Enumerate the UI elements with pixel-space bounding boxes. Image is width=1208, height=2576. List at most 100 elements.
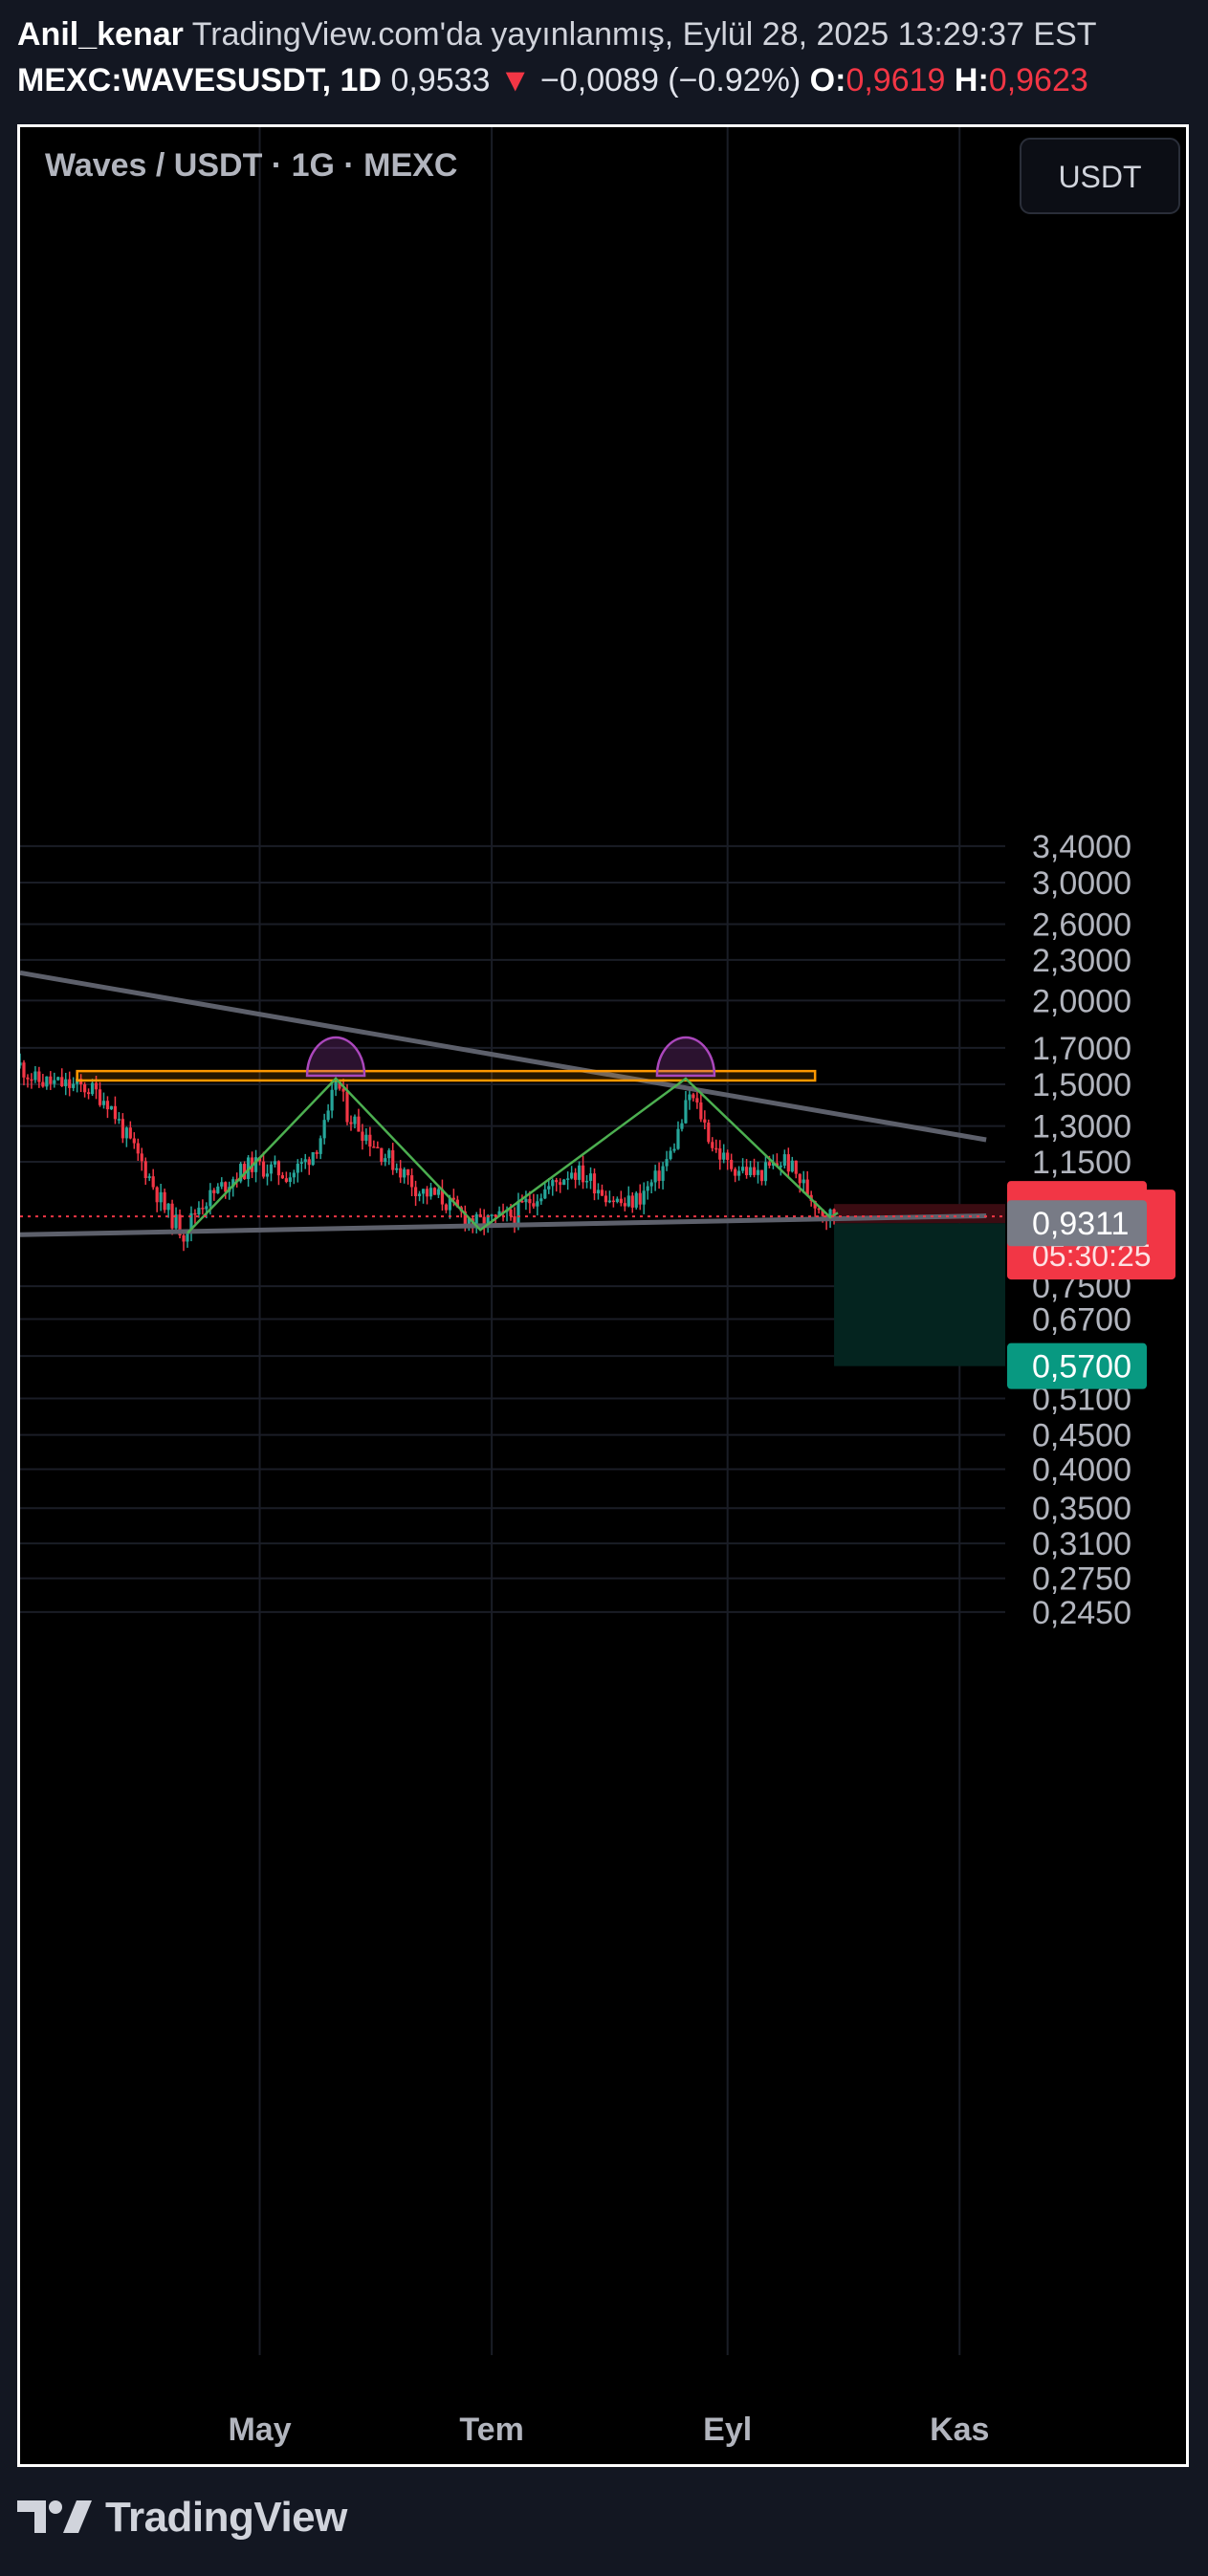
- candle-body: [364, 1134, 368, 1142]
- candle-body: [790, 1160, 794, 1172]
- candle-body: [539, 1198, 543, 1202]
- candle-body: [113, 1105, 118, 1120]
- ascending-support-trendline: [20, 1213, 987, 1237]
- currency-button[interactable]: USDT: [1020, 138, 1180, 214]
- candle-body: [703, 1119, 707, 1124]
- candle-body: [303, 1159, 307, 1163]
- candle-body: [189, 1212, 193, 1233]
- candle-body: [653, 1170, 657, 1183]
- y-axis-tick-label: 1,3000: [1032, 1109, 1131, 1146]
- candle-body: [410, 1175, 414, 1188]
- candle-body: [646, 1186, 649, 1191]
- tradingview-logo-icon: [17, 2500, 92, 2533]
- candle-body: [436, 1189, 441, 1195]
- candle-body: [467, 1218, 471, 1225]
- author-name[interactable]: Anil_kenar: [17, 16, 184, 53]
- open-label: O:: [809, 62, 846, 98]
- candle-body: [775, 1163, 779, 1167]
- candle-body: [45, 1076, 49, 1087]
- candle-body: [611, 1200, 615, 1203]
- candle-body: [794, 1160, 798, 1174]
- candle-body: [574, 1172, 578, 1180]
- x-axis-tick-label: Eyl: [703, 2412, 752, 2448]
- candle-body: [596, 1190, 601, 1194]
- tradingview-wordmark: TradingView: [105, 2494, 347, 2541]
- candle-body: [786, 1154, 790, 1172]
- candle-body: [322, 1120, 326, 1139]
- candle-body: [326, 1110, 330, 1121]
- y-axis-tick-label: 0,6700: [1032, 1301, 1131, 1338]
- candle-body: [444, 1204, 449, 1211]
- tradingview-logo[interactable]: TradingView: [17, 2494, 347, 2542]
- y-axis-tick-label: 2,0000: [1032, 983, 1131, 1019]
- candle-body: [756, 1169, 760, 1175]
- candle-body: [318, 1138, 322, 1154]
- candle-body: [566, 1178, 570, 1180]
- candle-body: [37, 1071, 41, 1082]
- price-label-target-text: 0,5700: [1032, 1349, 1131, 1386]
- candle-body: [802, 1179, 805, 1184]
- candle-body: [619, 1198, 623, 1204]
- candle-body: [182, 1234, 186, 1242]
- candle-body: [26, 1077, 30, 1080]
- candle-body: [372, 1146, 376, 1148]
- candle-body: [311, 1151, 315, 1166]
- candle-body: [584, 1180, 589, 1183]
- candle-body: [451, 1197, 455, 1200]
- candle-body: [53, 1080, 56, 1084]
- candle-body: [828, 1209, 832, 1220]
- candle-body: [821, 1209, 824, 1216]
- candle-body: [440, 1189, 445, 1205]
- candle-body: [307, 1159, 311, 1166]
- candle-body: [132, 1138, 136, 1144]
- candle-body: [349, 1122, 353, 1124]
- candle-body: [292, 1172, 296, 1178]
- candle-body: [604, 1195, 608, 1203]
- y-axis-tick-label: 0,4500: [1032, 1418, 1131, 1454]
- candle-body: [353, 1116, 357, 1124]
- chart-frame[interactable]: 3,4000 3,0000 2,6000 2,3000 2,0000 1,7000 1,50…: [17, 124, 1189, 2467]
- open-value: 0,9619: [846, 62, 946, 98]
- candle-body: [672, 1148, 676, 1151]
- down-arrow-icon: ▼: [498, 62, 532, 98]
- symbol-label: MEXC:WAVESUSDT, 1D: [17, 62, 382, 98]
- candle-body: [813, 1201, 817, 1209]
- candle-body: [665, 1159, 669, 1167]
- candle-body: [726, 1152, 730, 1160]
- candle-body: [592, 1173, 597, 1194]
- candle-body: [30, 1079, 33, 1081]
- candle-body: [280, 1175, 285, 1179]
- candle-body: [551, 1180, 555, 1187]
- candle-body: [730, 1159, 734, 1169]
- candle-body: [166, 1203, 170, 1211]
- candle-body: [516, 1200, 520, 1225]
- y-axis-tick-label: 1,5000: [1032, 1067, 1131, 1103]
- candle-body: [528, 1198, 532, 1204]
- candle-body: [490, 1214, 494, 1216]
- candle-body: [105, 1101, 110, 1110]
- candle-body: [265, 1173, 270, 1177]
- candle-body: [299, 1162, 303, 1165]
- candle-body: [711, 1142, 714, 1148]
- currency-button-label: USDT: [1058, 160, 1141, 194]
- candle-body: [361, 1131, 364, 1142]
- y-axis-tick-label: 0,3100: [1032, 1526, 1131, 1562]
- candle-body: [186, 1233, 189, 1242]
- candle-body: [536, 1201, 539, 1207]
- published-text: TradingView.com'da yayınlanmış, Eylül 28…: [191, 16, 1097, 53]
- candle-body: [399, 1168, 403, 1178]
- candle-body: [296, 1164, 299, 1173]
- candle-body: [718, 1148, 722, 1160]
- candle-body: [688, 1094, 692, 1101]
- candle-body: [83, 1083, 87, 1093]
- candle-body: [432, 1188, 437, 1195]
- candle-body: [288, 1177, 292, 1182]
- candle-body: [520, 1200, 524, 1203]
- candle-body: [41, 1081, 45, 1087]
- candle-body: [201, 1208, 205, 1210]
- chart-header-symbol-line: MEXC:WAVESUSDT, 1D 0,9533 ▼ −0,0089 (−0.…: [17, 61, 1088, 99]
- x-axis-tick-label: Kas: [930, 2412, 989, 2448]
- candle-body: [623, 1203, 626, 1207]
- candle-body: [532, 1203, 536, 1207]
